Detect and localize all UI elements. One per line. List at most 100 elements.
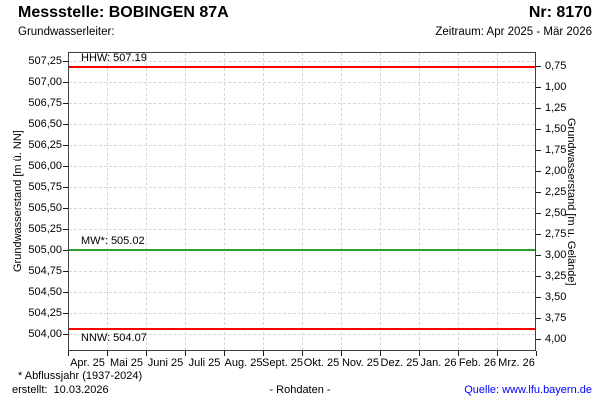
right-axis-tick-label: 2,00 [545,165,567,178]
x-axis-tick [458,351,459,356]
gridline-vertical [497,53,498,350]
left-axis-tick-label: 505,75 [28,181,62,194]
x-axis-month-label: Juni 25 [147,357,184,369]
left-axis-tick [63,103,68,105]
left-axis-tick-label: 507,25 [28,55,62,68]
right-axis-tick-label: 3,50 [545,291,567,304]
x-axis-tick [146,351,147,356]
source-link[interactable]: Quelle: www.lfu.bayern.de [464,384,592,396]
left-axis-tick [63,313,68,315]
hhw-reference-label: HHW: 507.19 [81,52,147,65]
x-axis-month-label: Feb. 26 [458,357,497,369]
right-axis-title: Grundwasserstand [m u. Gelände] [565,117,577,286]
left-axis-tick [63,187,68,189]
x-axis-tick [263,351,264,356]
right-axis-tick-label: 0,75 [545,60,567,73]
header-sub-row: Grundwasserleiter: Zeitraum: Apr 2025 - … [18,26,592,38]
left-axis-tick-label: 504,00 [28,328,62,341]
right-axis-tick-label: 3,25 [545,270,567,283]
nnw-reference-line [69,328,535,331]
right-axis-tick [536,150,541,152]
left-axis-tick [63,271,68,273]
right-axis-tick [536,318,541,320]
plot-area: HHW: 507.19 MW*: 505.02 NNW: 504.07 [68,52,536,351]
left-axis-tick-label: 507,00 [28,76,62,89]
gridline-vertical [146,53,147,350]
gridline-vertical [380,53,381,350]
x-axis-month-label: Okt. 25 [303,357,340,369]
station-number: Nr: 8170 [528,4,592,21]
x-axis-month-label: Sept. 25 [262,357,303,369]
right-axis-tick [536,255,541,257]
x-axis-tick [185,351,186,356]
page-title: Messstelle: BOBINGEN 87A [18,4,229,21]
left-axis-tick [63,250,68,252]
left-axis-tick [63,292,68,294]
x-axis-month-label: Jan. 26 [420,357,457,369]
x-axis-month-label: Mai 25 [109,357,144,369]
right-axis-tick [536,66,541,68]
x-axis-month-label: Dez. 25 [380,357,419,369]
x-axis-tick [107,351,108,356]
gridline-vertical [263,53,264,350]
hhw-reference-line [69,66,535,69]
left-axis-tick-label: 506,00 [28,160,62,173]
left-axis-tick [63,124,68,126]
mw-reference-label: MW*: 505.02 [81,234,145,247]
right-axis-tick-label: 2,75 [545,228,567,241]
gridline-vertical [302,53,303,350]
left-axis-tick-label: 505,50 [28,202,62,215]
aquifer-label: Grundwasserleiter: [18,26,115,38]
gridline-vertical [341,53,342,350]
x-axis-month-label: Apr. 25 [70,357,105,369]
left-axis-tick [63,82,68,84]
x-axis-month-label: Mrz. 26 [498,357,535,369]
gridline-vertical [224,53,225,350]
right-axis-tick-label: 1,25 [545,102,567,115]
left-axis-tick [63,229,68,231]
created-date: erstellt: 10.03.2026 [12,384,109,396]
x-axis-tick [536,351,537,356]
right-axis-tick-label: 2,25 [545,186,567,199]
right-axis-tick [536,87,541,89]
left-axis-tick-label: 505,00 [28,244,62,257]
right-axis-tick [536,234,541,236]
x-axis-tick [224,351,225,356]
left-axis-tick [63,208,68,210]
right-axis-tick-label: 3,75 [545,312,567,325]
right-axis-tick-label: 4,00 [545,333,567,346]
gridline-vertical [107,53,108,350]
left-axis-tick [63,145,68,147]
left-axis-tick [63,61,68,63]
left-axis-tick-label: 505,25 [28,223,62,236]
x-axis-tick [497,351,498,356]
left-axis-tick-label: 504,75 [28,265,62,278]
right-axis-tick [536,339,541,341]
period-label: Zeitraum: Apr 2025 - Mär 2026 [435,26,592,38]
right-axis-tick [536,192,541,194]
right-axis-tick-label: 2,50 [545,207,567,220]
right-axis-tick [536,108,541,110]
left-axis-tick-label: 504,50 [28,286,62,299]
x-axis-tick [68,351,69,356]
right-axis-tick [536,129,541,131]
header-title-row: Messstelle: BOBINGEN 87A Nr: 8170 [18,4,592,22]
x-axis-tick [302,351,303,356]
right-axis-tick-label: 3,00 [545,249,567,262]
right-axis-tick-label: 1,75 [545,144,567,157]
x-axis-tick [380,351,381,356]
gridline-vertical [185,53,186,350]
footnote-abflussjahr: * Abflussjahr (1937-2024) [18,370,143,382]
x-axis-month-label: Nov. 25 [341,357,380,369]
right-axis-tick-label: 1,00 [545,81,567,94]
x-axis-tick [341,351,342,356]
left-axis-tick-label: 506,50 [28,118,62,131]
gridline-vertical [419,53,420,350]
right-axis-tick [536,171,541,173]
x-axis-month-label: Aug. 25 [224,357,263,369]
left-axis-tick [63,334,68,336]
left-axis-tick-label: 506,75 [28,97,62,110]
gridline-vertical [458,53,459,350]
x-axis-tick [419,351,420,356]
